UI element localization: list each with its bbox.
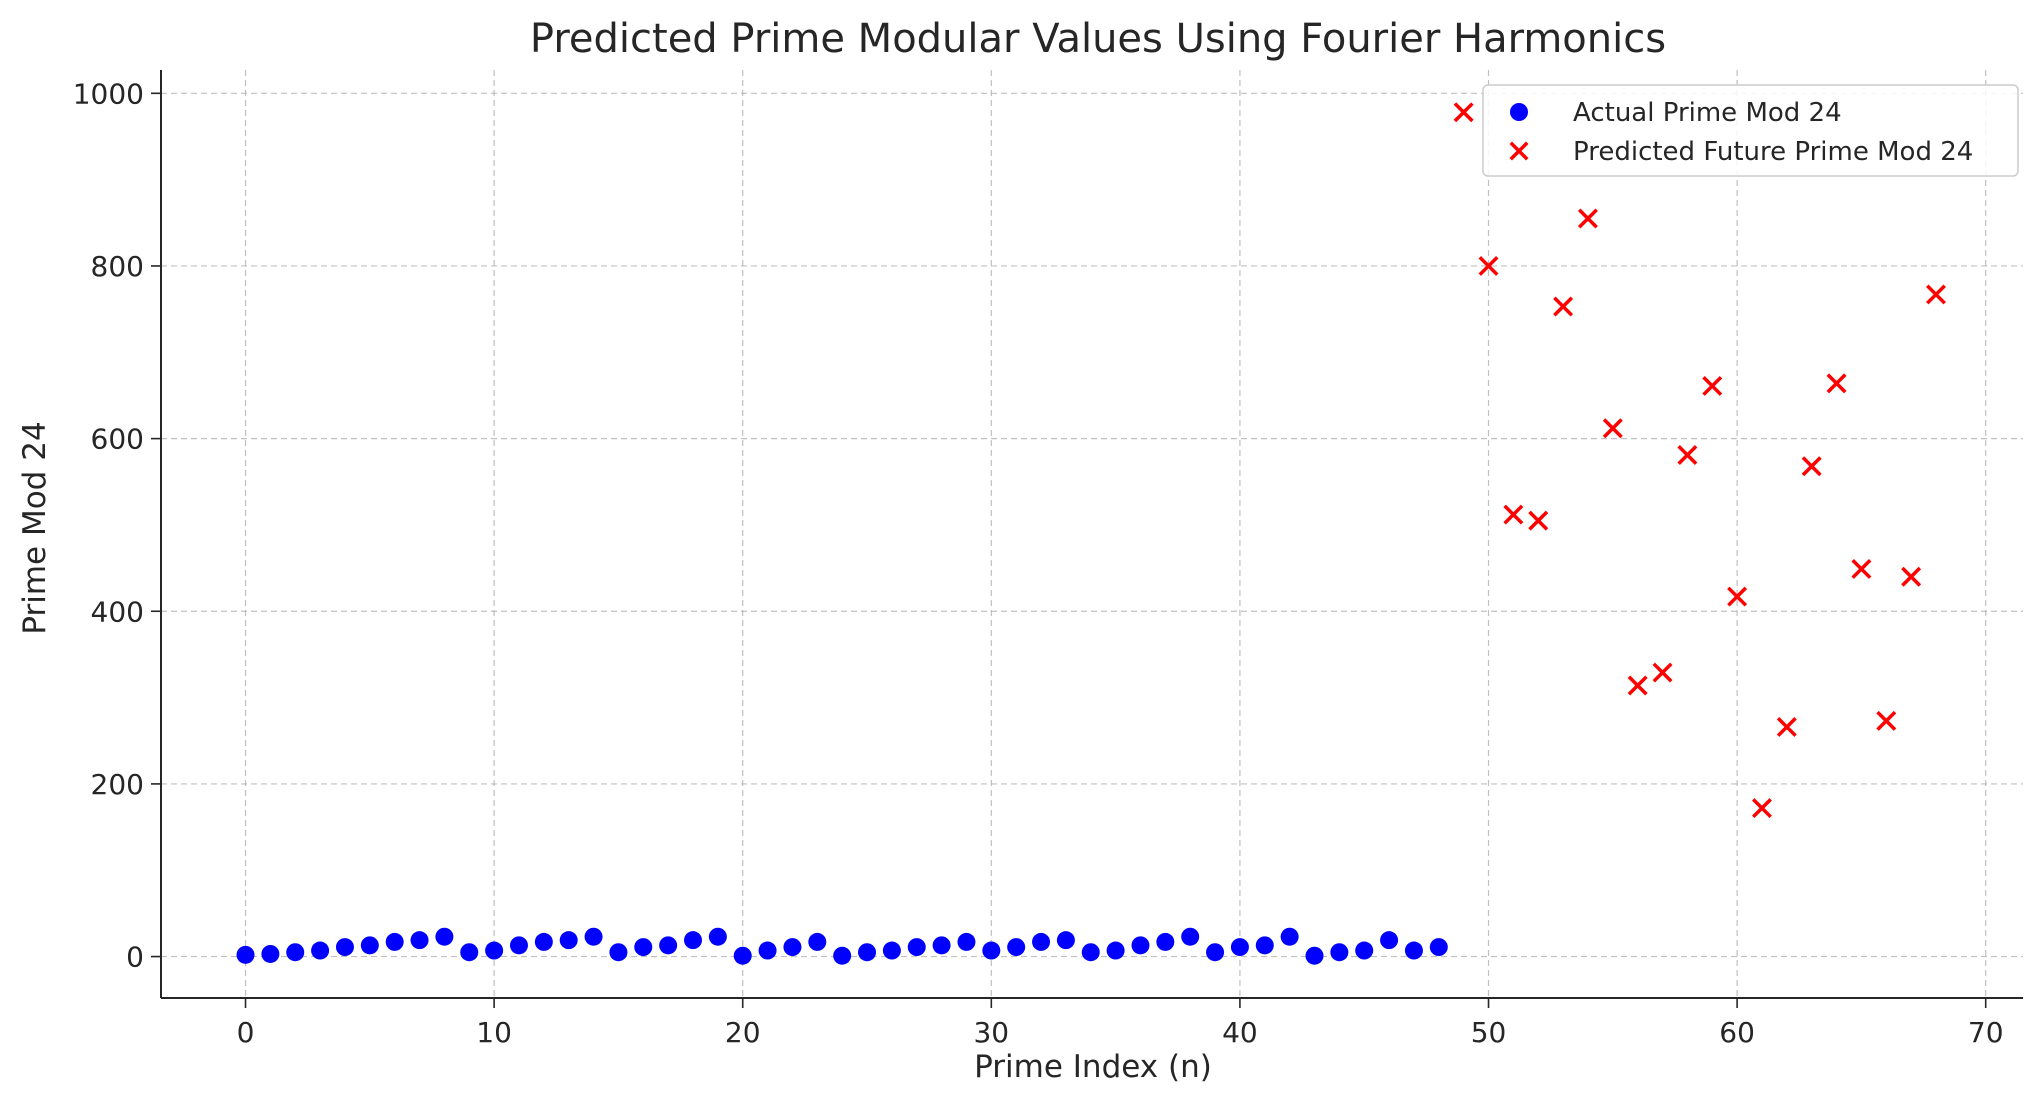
data-point-actual	[385, 932, 404, 951]
data-point-actual	[1056, 931, 1075, 950]
data-point-predicted	[1677, 445, 1698, 465]
data-point-actual	[360, 936, 379, 955]
data-point-actual	[1181, 927, 1200, 946]
data-point-predicted	[1826, 373, 1847, 394]
x-tick-label: 70	[1968, 1016, 2004, 1049]
plot-area	[236, 102, 1946, 965]
legend-label-actual: Actual Prime Mod 24	[1573, 98, 1842, 128]
data-point-actual	[1032, 932, 1051, 951]
data-point-actual	[509, 936, 528, 955]
data-point-actual	[882, 941, 901, 960]
data-point-actual	[783, 938, 802, 957]
x-tick-label: 20	[725, 1016, 761, 1049]
data-point-actual	[684, 931, 702, 950]
data-point-actual	[1330, 943, 1349, 962]
legend-box	[1482, 84, 2019, 177]
data-point-predicted	[1702, 375, 1723, 396]
data-point-actual	[758, 941, 777, 960]
legend-marker-actual	[1510, 103, 1528, 121]
y-axis-label: Prime Mod 24	[17, 421, 53, 634]
chart-title: Predicted Prime Modular Values Using Fou…	[530, 16, 1666, 62]
y-tick-label: 1000	[73, 77, 144, 110]
y-tick-label: 800	[91, 250, 144, 283]
data-point-predicted	[1901, 566, 1922, 587]
legend-label-predicted: Predicted Future Prime Mod 24	[1573, 137, 1973, 167]
data-point-actual	[1106, 941, 1125, 960]
data-point-actual	[609, 943, 628, 962]
x-tick-label: 0	[237, 1016, 255, 1049]
x-tick-label: 10	[476, 1016, 512, 1049]
data-point-actual	[1230, 938, 1249, 957]
data-point-actual	[410, 931, 429, 950]
series-0	[236, 927, 1448, 965]
y-tick-label: 600	[91, 423, 144, 456]
y-tick-label: 200	[91, 768, 144, 801]
data-point-actual	[808, 932, 827, 951]
data-point-predicted	[1876, 710, 1897, 731]
y-tick-label: 0	[126, 941, 144, 974]
data-point-actual	[1206, 943, 1225, 962]
data-point-actual	[659, 936, 678, 955]
data-point-actual	[460, 943, 479, 962]
data-point-actual	[833, 946, 852, 965]
data-point-actual	[335, 938, 354, 957]
x-tick-label: 60	[1719, 1016, 1755, 1049]
legend-marker-predicted	[1509, 141, 1529, 161]
data-point-actual	[1081, 943, 1100, 962]
y-tick-label: 400	[91, 595, 144, 628]
data-point-actual	[1404, 941, 1423, 960]
x-tick-label: 30	[973, 1016, 1009, 1049]
data-point-actual	[584, 927, 603, 946]
data-point-predicted	[1776, 716, 1797, 737]
data-point-actual	[286, 943, 305, 962]
data-point-actual	[1355, 941, 1374, 960]
tick-marks: 0 10 20 30 40 50 60 70 0 200 400 600 800 1000	[73, 77, 2004, 1049]
data-point-predicted	[1926, 284, 1946, 305]
axes	[160, 70, 2023, 999]
data-point-predicted	[1528, 510, 1549, 531]
data-point-predicted	[1553, 296, 1574, 317]
data-point-predicted	[1627, 675, 1648, 696]
series-1	[1453, 102, 1946, 819]
x-axis-label: Prime Index (n)	[974, 1049, 1212, 1085]
data-point-predicted	[1851, 558, 1872, 579]
data-point-actual	[907, 938, 926, 957]
data-point-actual	[982, 941, 1001, 960]
data-point-actual	[708, 927, 727, 946]
data-point-actual	[1280, 927, 1299, 946]
x-tick-label: 50	[1471, 1016, 1507, 1049]
data-point-actual	[1156, 932, 1175, 951]
data-point-predicted	[1453, 102, 1474, 123]
data-point-actual	[932, 936, 951, 955]
data-point-predicted	[1602, 418, 1623, 439]
legend: Actual Prime Mod 24 Predicted Future Pri…	[1482, 84, 2019, 177]
data-point-actual	[733, 946, 752, 965]
data-point-actual	[1007, 938, 1026, 957]
data-point-actual	[311, 941, 330, 960]
data-point-predicted	[1503, 504, 1524, 525]
data-point-predicted	[1801, 456, 1822, 477]
data-point-actual	[261, 944, 280, 963]
x-tick-label: 40	[1222, 1016, 1258, 1049]
data-point-predicted	[1727, 586, 1748, 607]
data-point-actual	[858, 943, 877, 962]
data-point-predicted	[1478, 255, 1499, 276]
data-point-actual	[957, 932, 976, 951]
data-point-actual	[559, 931, 578, 950]
data-point-actual	[534, 932, 553, 951]
data-point-predicted	[1652, 662, 1673, 683]
data-point-actual	[1380, 931, 1399, 950]
data-point-predicted	[1577, 208, 1598, 229]
data-point-actual	[236, 945, 255, 964]
data-point-actual	[634, 938, 653, 957]
data-point-predicted	[1751, 798, 1772, 819]
data-point-actual	[1131, 936, 1150, 955]
data-point-actual	[1429, 938, 1448, 957]
data-point-actual	[435, 927, 454, 946]
data-point-actual	[1305, 946, 1324, 965]
data-point-actual	[485, 941, 504, 960]
data-point-actual	[1255, 936, 1274, 955]
